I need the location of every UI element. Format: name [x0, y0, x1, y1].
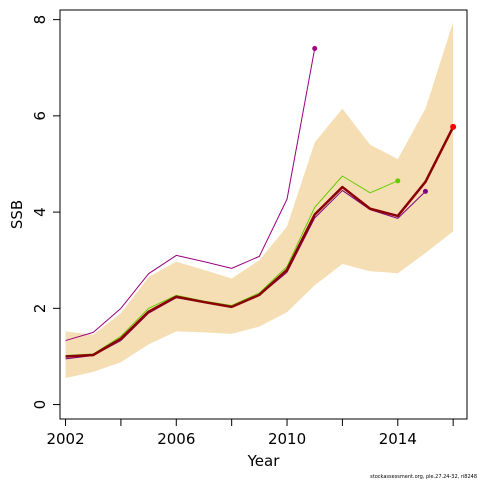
x-axis-title: Year: [247, 452, 281, 470]
confidence-band-layer: [65, 22, 454, 379]
y-tick-label: 6: [31, 111, 49, 121]
y-tick-label: 4: [31, 207, 49, 217]
credit-note: stockassessment.org, ple.27.24-32, ri824…: [370, 474, 477, 480]
x-tick-label: 2002: [46, 430, 84, 448]
series-line-3: [65, 126, 455, 358]
series-line-1: [65, 175, 398, 356]
series-end-point-2: [422, 188, 428, 194]
series-layer: [65, 45, 457, 360]
y-axis: 0 2 4 6 8: [31, 15, 60, 409]
x-tick-label: 2010: [268, 430, 306, 448]
series-end-point-1: [395, 178, 401, 184]
y-tick-label: 8: [31, 15, 49, 25]
y-tick-label: 0: [31, 400, 49, 410]
x-axis: 2002 2006 2010 2014: [46, 419, 454, 448]
plot-frame: [59, 9, 468, 420]
y-axis-title: SSB: [8, 200, 26, 229]
x-tick-label: 2014: [379, 430, 417, 448]
confidence-band: [65, 22, 454, 379]
series-end-point-0: [312, 45, 318, 51]
y-tick-label: 2: [31, 304, 49, 314]
series-line-0: [65, 48, 316, 342]
x-tick-label: 2006: [157, 430, 195, 448]
series-end-point-3: [450, 123, 457, 130]
